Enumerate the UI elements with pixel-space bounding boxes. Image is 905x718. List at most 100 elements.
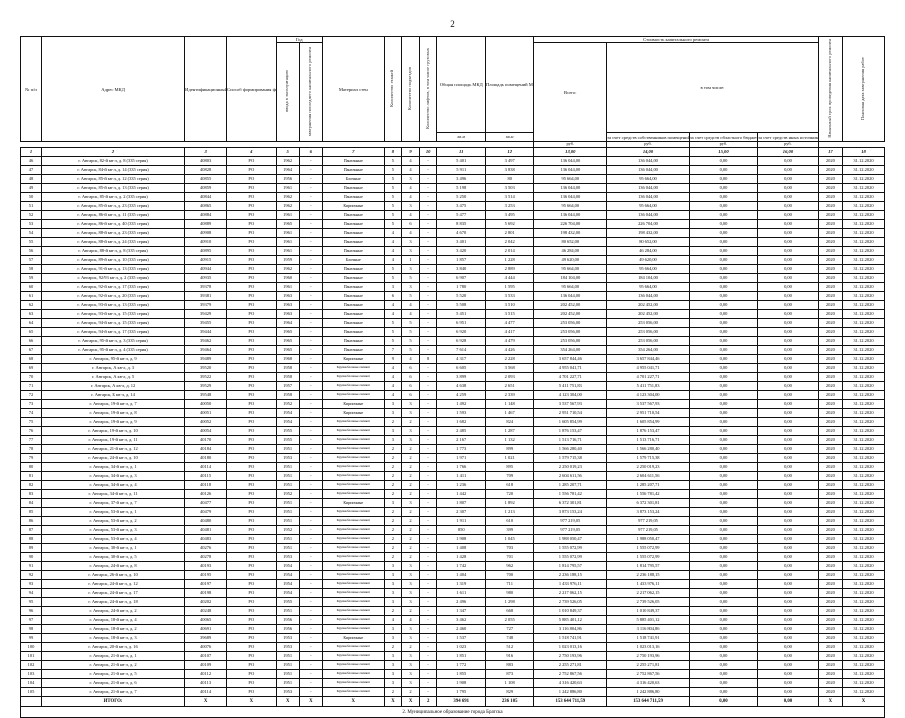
cell-fond: РО — [226, 164, 277, 175]
cell-fond: РО — [226, 425, 277, 436]
total-label: ИТОГО: — [40, 695, 186, 707]
cell-addr: г. Ангарск, 93-й кв-л, д. 15 (335 серия) — [40, 308, 186, 319]
cell-id: 39429 — [184, 308, 228, 319]
cell-c2: 253 056,00 — [606, 326, 690, 337]
cell-srok: 2020 — [817, 155, 844, 166]
cell-date: 31.12.2020 — [842, 362, 885, 373]
cell-date: 31.12.2020 — [842, 443, 885, 454]
cell-id: 40865 — [184, 200, 228, 211]
cell-n: 100 — [20, 641, 42, 652]
cell-srok: 2020 — [817, 686, 844, 697]
cell-fond: РО — [226, 326, 277, 337]
cell-n: 103 — [20, 668, 42, 679]
cell-c3: 0,00 — [688, 308, 759, 319]
cell-mat: Панельные — [321, 272, 385, 283]
cell-id: 40276 — [184, 542, 228, 553]
cell-addr: г. Ангарск, 34-й кв-л, д. 1 — [40, 461, 186, 472]
cell-y1: 1951 — [275, 470, 300, 481]
cell-a2: 727 — [484, 623, 535, 634]
cell-ent: 3 — [401, 569, 420, 580]
cell-c3: 0,00 — [688, 452, 759, 463]
cell-c4: 0,00 — [757, 416, 819, 427]
table-row: 49 г. Ангарск, 85-й кв-л, д. 13 (335 сери… — [20, 182, 885, 193]
cell-y2: - — [298, 335, 323, 346]
cell-addr: г. Ангарск, 34-й кв-л, д. 11 — [40, 488, 186, 499]
cell-c2: 198 432,00 — [606, 227, 690, 238]
cell-c2: 1 518 741,91 — [606, 632, 690, 643]
cell-a2: 703 — [484, 542, 535, 553]
cell-id: 40935 — [184, 272, 228, 283]
cell-c2: 136 044,00 — [606, 191, 690, 202]
cell-fl: 5 — [383, 317, 403, 328]
cell-addr: г. Ангарск, 18-й кв-л, д. 3 — [40, 632, 186, 643]
cell-id: 39444 — [184, 326, 228, 337]
cell-ent: 2 — [401, 686, 420, 697]
cell-a1: 4 638 — [436, 380, 486, 391]
cell-n: 79 — [20, 452, 42, 463]
cell-srok: 2020 — [817, 461, 844, 472]
cell-ent: 4 — [401, 164, 420, 175]
cell-srok: 2020 — [817, 263, 844, 274]
cell-c1: 136 044,00 — [533, 155, 608, 166]
cell-y1: 1952 — [275, 524, 300, 535]
cell-fond: РО — [226, 434, 277, 445]
cell-addr: г. Ангарск, 92-й кв-л, д. 20 (335 серия) — [40, 290, 186, 301]
cell-fl: 3 — [383, 659, 403, 670]
cell-srok: 2020 — [817, 524, 844, 535]
cell-fond: РО — [226, 470, 277, 481]
cell-date: 31.12.2020 — [842, 560, 885, 571]
cell-srok: 2020 — [817, 551, 844, 562]
cell-ent: 3 — [401, 407, 420, 418]
cell-y2: - — [298, 488, 323, 499]
cell-a1: 6 605 — [436, 362, 486, 373]
cell-y2: - — [298, 155, 323, 166]
cell-c3: 0,00 — [688, 164, 759, 175]
table-row: 85 г. Ангарск, 53-й кв-л, д. 1 40479 РО 1951… — [20, 506, 885, 517]
table-row: 84 г. Ангарск, 37-й кв-л, д. 7 40477 РО 1951… — [20, 497, 885, 508]
table-row: 89 г. Ангарск, 30-й кв-л, д. 1 40276 РО 1951… — [20, 542, 885, 553]
table-row: 97 г. Ангарск, 18-й кв-л, д. 4 40065 РО 1956… — [20, 614, 885, 625]
cell-a1: 2 167 — [436, 434, 486, 445]
cell-c3: 0,00 — [688, 200, 759, 211]
cell-a2: 980 — [484, 587, 535, 598]
cell-a1: 6 928 — [436, 335, 486, 346]
cell-mat: Крупноблочные силикат — [321, 461, 385, 472]
cell-id: 40480 — [184, 515, 228, 526]
cell-y1: 1961 — [275, 245, 300, 256]
cell-fl: 3 — [383, 560, 403, 571]
cell-date: 31.12.2020 — [842, 254, 885, 265]
cell-date: 31.12.2020 — [842, 209, 885, 220]
cell-y2: - — [298, 254, 323, 265]
cell-id: 39379 — [184, 299, 228, 310]
total-cell-n — [20, 695, 42, 707]
cell-c3: 0,00 — [688, 236, 759, 247]
table-row: 103 г. Ангарск, 21-й кв-л, д. 5 40112 РО 195… — [20, 668, 885, 679]
cell-lift: - — [418, 299, 438, 310]
cell-y1: 1963 — [275, 299, 300, 310]
cell-fl: 4 — [383, 371, 403, 382]
cell-y2: - — [298, 533, 323, 544]
cell-n: 82 — [20, 479, 42, 490]
cell-c1: 354 264,00 — [533, 344, 608, 355]
cell-fl: 3 — [383, 497, 403, 508]
cell-c1: 2 236 188,15 — [533, 569, 608, 580]
cell-n: 81 — [20, 470, 42, 481]
cell-mat: Панельные — [321, 218, 385, 229]
cell-n: 60 — [20, 281, 42, 292]
cell-ent: 3 — [401, 560, 420, 571]
cell-lift: - — [418, 569, 438, 580]
cell-lift: - — [418, 668, 438, 679]
cell-c1: 2 255 271,81 — [533, 659, 608, 670]
cell-ent: 2 — [401, 533, 420, 544]
cell-n: 49 — [20, 182, 42, 193]
cell-a1: 1 780 — [436, 281, 486, 292]
cell-y2: - — [298, 191, 323, 202]
cell-c4: 0,00 — [757, 290, 819, 301]
cell-c4: 0,00 — [757, 623, 819, 634]
cell-mat: Крупноблочные силикат — [321, 677, 385, 688]
cell-id: 39689 — [184, 632, 228, 643]
cell-c2: 95 664,00 — [606, 263, 690, 274]
cell-mat: Крупноблочные силикат — [321, 506, 385, 517]
colnum-14: 14,00 — [606, 146, 690, 157]
cell-fond: РО — [226, 605, 277, 616]
